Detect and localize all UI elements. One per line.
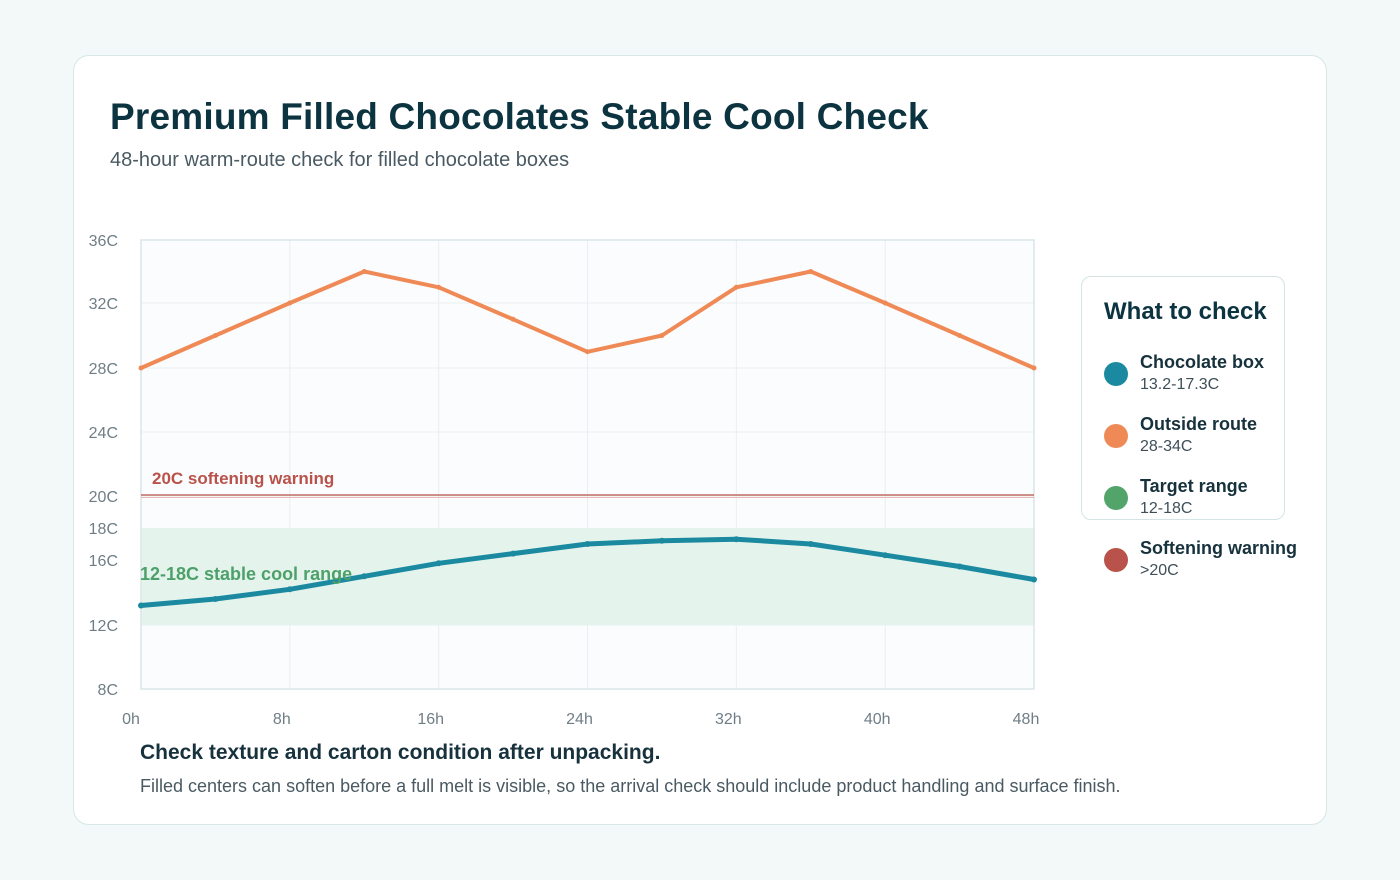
x-tick-label: 40h [864, 711, 891, 728]
x-tick-label: 24h [566, 711, 593, 728]
legend-item-name: Target range [1140, 476, 1248, 496]
y-tick-label: 20C [89, 489, 118, 506]
legend-item-name: Softening warning [1140, 538, 1297, 558]
chocolate-box-point [658, 537, 665, 544]
warning-label: 20C softening warning [152, 469, 334, 488]
legend-swatch-softening-warning [1104, 548, 1128, 572]
chocolate-box-point [435, 560, 442, 567]
outside-route-point [287, 300, 293, 306]
outside-route-point [585, 349, 590, 355]
legend-item-target-range: Target range 12-18C [1104, 476, 1344, 520]
chocolate-box-point [286, 586, 293, 593]
legend-item-detail: >20C [1140, 562, 1179, 579]
plot-border [140, 239, 1035, 690]
legend-item-detail: 12-18C [1140, 500, 1193, 517]
y-tick-label: 16C [89, 553, 118, 570]
y-tick-label: 28C [89, 361, 118, 378]
chocolate-box-point [807, 541, 814, 547]
chocolate-box-point [956, 563, 963, 570]
y-tick-label: 24C [89, 425, 118, 442]
chocolate-box-point [1031, 576, 1037, 583]
y-tick-label: 18C [89, 521, 118, 538]
x-tick-label: 16h [417, 711, 444, 728]
legend-item-outside-route: Outside route 28-34C [1104, 414, 1344, 458]
target-band-label: 12-18C stable cool range [140, 564, 352, 584]
legend-item-detail: 13.2-17.3C [1140, 376, 1220, 393]
legend-item-detail: 28-34C [1140, 438, 1193, 455]
chocolate-box-point [361, 573, 368, 580]
outside-route-point [361, 269, 367, 274]
outside-route-point [212, 333, 218, 338]
legend-swatch-chocolate-box [1104, 362, 1128, 386]
legend-swatch-outside-route [1104, 424, 1128, 448]
outside-route-point [882, 300, 888, 306]
outside-route-point [436, 284, 442, 290]
y-tick-label: 8C [98, 682, 118, 699]
outside-route-point [510, 316, 516, 322]
legend-item-chocolate-box: Chocolate box 13.2-17.3C [1104, 352, 1344, 396]
note-body: Filled centers can soften before a full … [140, 776, 1121, 796]
legend-item-name: Outside route [1140, 414, 1258, 434]
y-tick-label: 36C [89, 233, 118, 250]
chocolate-box-point [733, 536, 740, 543]
outside-route-point [1031, 365, 1037, 371]
chocolate-box-point [212, 596, 219, 602]
x-tick-label: 32h [715, 711, 742, 728]
legend-item-softening-warning: Softening warning >20C [1104, 538, 1344, 582]
legend-swatch-target-range [1104, 486, 1128, 510]
outside-route-point [733, 284, 739, 290]
note-title: Check texture and carton condition after… [140, 741, 661, 764]
chart-subtitle: 48-hour warm-route check for filled choc… [110, 149, 570, 171]
outside-route-point [659, 333, 665, 338]
legend-title: What to check [1104, 298, 1267, 325]
x-tick-label: 48h [1013, 711, 1040, 728]
chocolate-box-point [584, 541, 591, 547]
outside-route-point [138, 365, 144, 371]
outside-route-point [957, 333, 963, 338]
y-tick-label: 12C [89, 618, 118, 635]
x-tick-label: 8h [273, 711, 291, 728]
x-tick-label: 0h [122, 711, 140, 728]
chocolate-box-point [510, 550, 517, 557]
chocolate-box-point [882, 552, 889, 559]
y-tick-label: 32C [89, 296, 118, 313]
chocolate-box-point [138, 602, 144, 609]
legend-panel [1081, 276, 1285, 520]
outside-route-point [808, 269, 814, 274]
legend-item-name: Chocolate box [1140, 352, 1265, 372]
chart-title: Premium Filled Chocolates Stable Cool Ch… [110, 96, 929, 137]
